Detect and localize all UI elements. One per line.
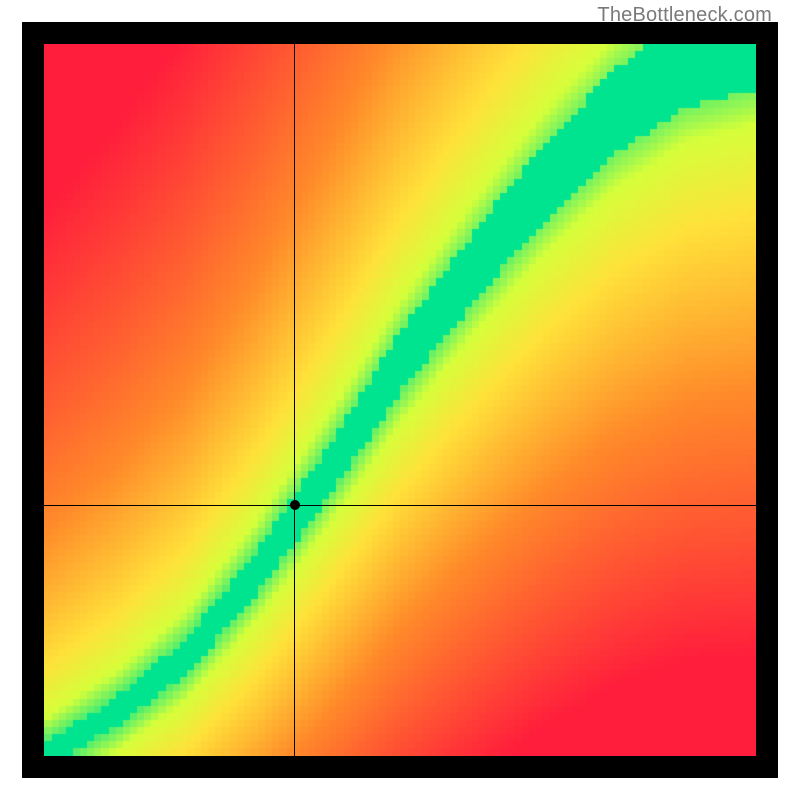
operating-point-marker xyxy=(290,500,300,510)
crosshair-horizontal xyxy=(44,505,756,506)
crosshair-vertical xyxy=(294,44,295,756)
bottleneck-heatmap xyxy=(44,44,756,756)
watermark-text: TheBottleneck.com xyxy=(597,4,772,27)
